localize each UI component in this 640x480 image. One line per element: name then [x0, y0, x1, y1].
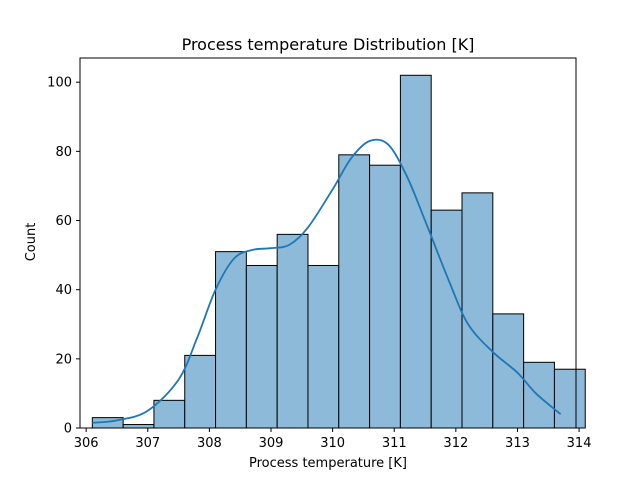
x-tick-label: 308 [197, 436, 222, 451]
kde-curve [92, 138, 562, 424]
x-tick-label: 312 [443, 436, 468, 451]
y-axis-label: Count [24, 223, 39, 262]
axes-layer: 306 307 308 309 310 311 312 313 314 0 20 40 60 80 100 [47, 57, 592, 451]
histogram-bar [492, 313, 525, 429]
histogram-bar [153, 399, 186, 429]
x-axis-label: Process temperature [K] [249, 456, 407, 471]
histogram-bar [184, 354, 217, 429]
kde-layer [92, 138, 562, 424]
y-tick-label: 0 [64, 422, 72, 437]
x-tick-label: 311 [382, 436, 407, 451]
x-tick-label: 309 [259, 436, 284, 451]
x-tick-label: 307 [135, 436, 160, 451]
histogram-bar [430, 209, 463, 429]
histogram-bar [399, 74, 432, 429]
y-tick-label: 60 [55, 214, 72, 229]
x-tick-label: 306 [74, 436, 99, 451]
x-tick-label: 314 [567, 436, 592, 451]
x-tick-label: 313 [505, 436, 530, 451]
histogram-bar [245, 264, 278, 429]
histogram-bar [553, 368, 586, 429]
y-tick-label: 80 [55, 145, 72, 160]
y-tick-label: 40 [55, 283, 72, 298]
histogram-bar [338, 154, 371, 429]
plot-frame [79, 57, 577, 429]
y-tick-label: 100 [47, 76, 72, 91]
histogram-bar [307, 264, 340, 429]
histogram-bar [122, 424, 155, 429]
histogram-bar [461, 192, 494, 429]
x-tick-label: 310 [320, 436, 345, 451]
histogram-bar [369, 164, 401, 429]
histogram-bar [276, 233, 309, 429]
bars-layer [91, 74, 586, 429]
chart-title: Process temperature Distribution [K] [182, 35, 475, 54]
y-tick-label: 20 [55, 352, 72, 367]
histogram-bar [215, 251, 247, 429]
